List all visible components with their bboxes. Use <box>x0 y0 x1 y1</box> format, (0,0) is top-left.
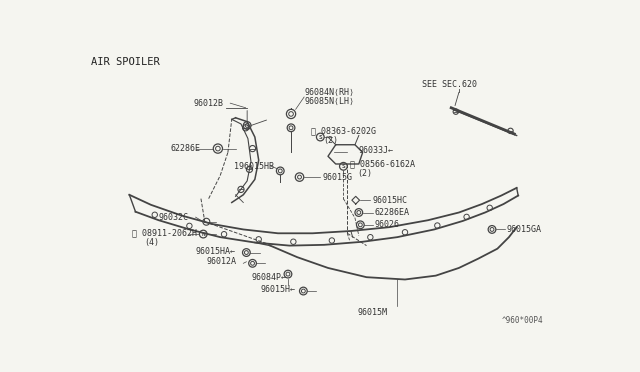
Text: 96012B: 96012B <box>193 99 223 108</box>
Text: S: S <box>319 135 322 140</box>
Text: S: S <box>342 164 345 169</box>
Text: 62286EA: 62286EA <box>374 208 409 217</box>
Text: (2): (2) <box>357 169 372 178</box>
Text: (4): (4) <box>145 238 160 247</box>
Text: 62286E: 62286E <box>170 144 200 153</box>
Text: (2): (2) <box>323 136 339 145</box>
Text: 96012A: 96012A <box>206 257 236 266</box>
Text: Ⓢ 08363-6202G: Ⓢ 08363-6202G <box>311 126 376 135</box>
Text: 96015G: 96015G <box>323 173 353 182</box>
Text: AIR SPOILER: AIR SPOILER <box>91 57 159 67</box>
Text: SEE SEC.620: SEE SEC.620 <box>422 80 477 89</box>
Text: 96015M: 96015M <box>358 308 388 317</box>
Text: 96015HC: 96015HC <box>372 196 408 205</box>
Text: 96015HA←: 96015HA← <box>196 247 236 256</box>
Text: ^960*00P4: ^960*00P4 <box>502 316 543 325</box>
Text: 96032C: 96032C <box>159 213 189 222</box>
Text: 96015GA: 96015GA <box>507 225 541 234</box>
Text: N: N <box>202 231 205 237</box>
Text: 96084P←: 96084P← <box>251 273 286 282</box>
Text: 96026: 96026 <box>374 220 399 229</box>
Text: 196015HB: 196015HB <box>234 162 274 171</box>
Text: 96085N⟨LH⟩: 96085N⟨LH⟩ <box>304 97 354 106</box>
Text: Ⓢ 08566-6162A: Ⓢ 08566-6162A <box>349 160 415 169</box>
Text: 96033J←: 96033J← <box>359 147 394 155</box>
Text: Ⓝ 08911-2062H: Ⓝ 08911-2062H <box>132 229 196 238</box>
Text: 96084N⟨RH⟩: 96084N⟨RH⟩ <box>304 88 354 97</box>
Text: 96015H←: 96015H← <box>260 285 295 294</box>
